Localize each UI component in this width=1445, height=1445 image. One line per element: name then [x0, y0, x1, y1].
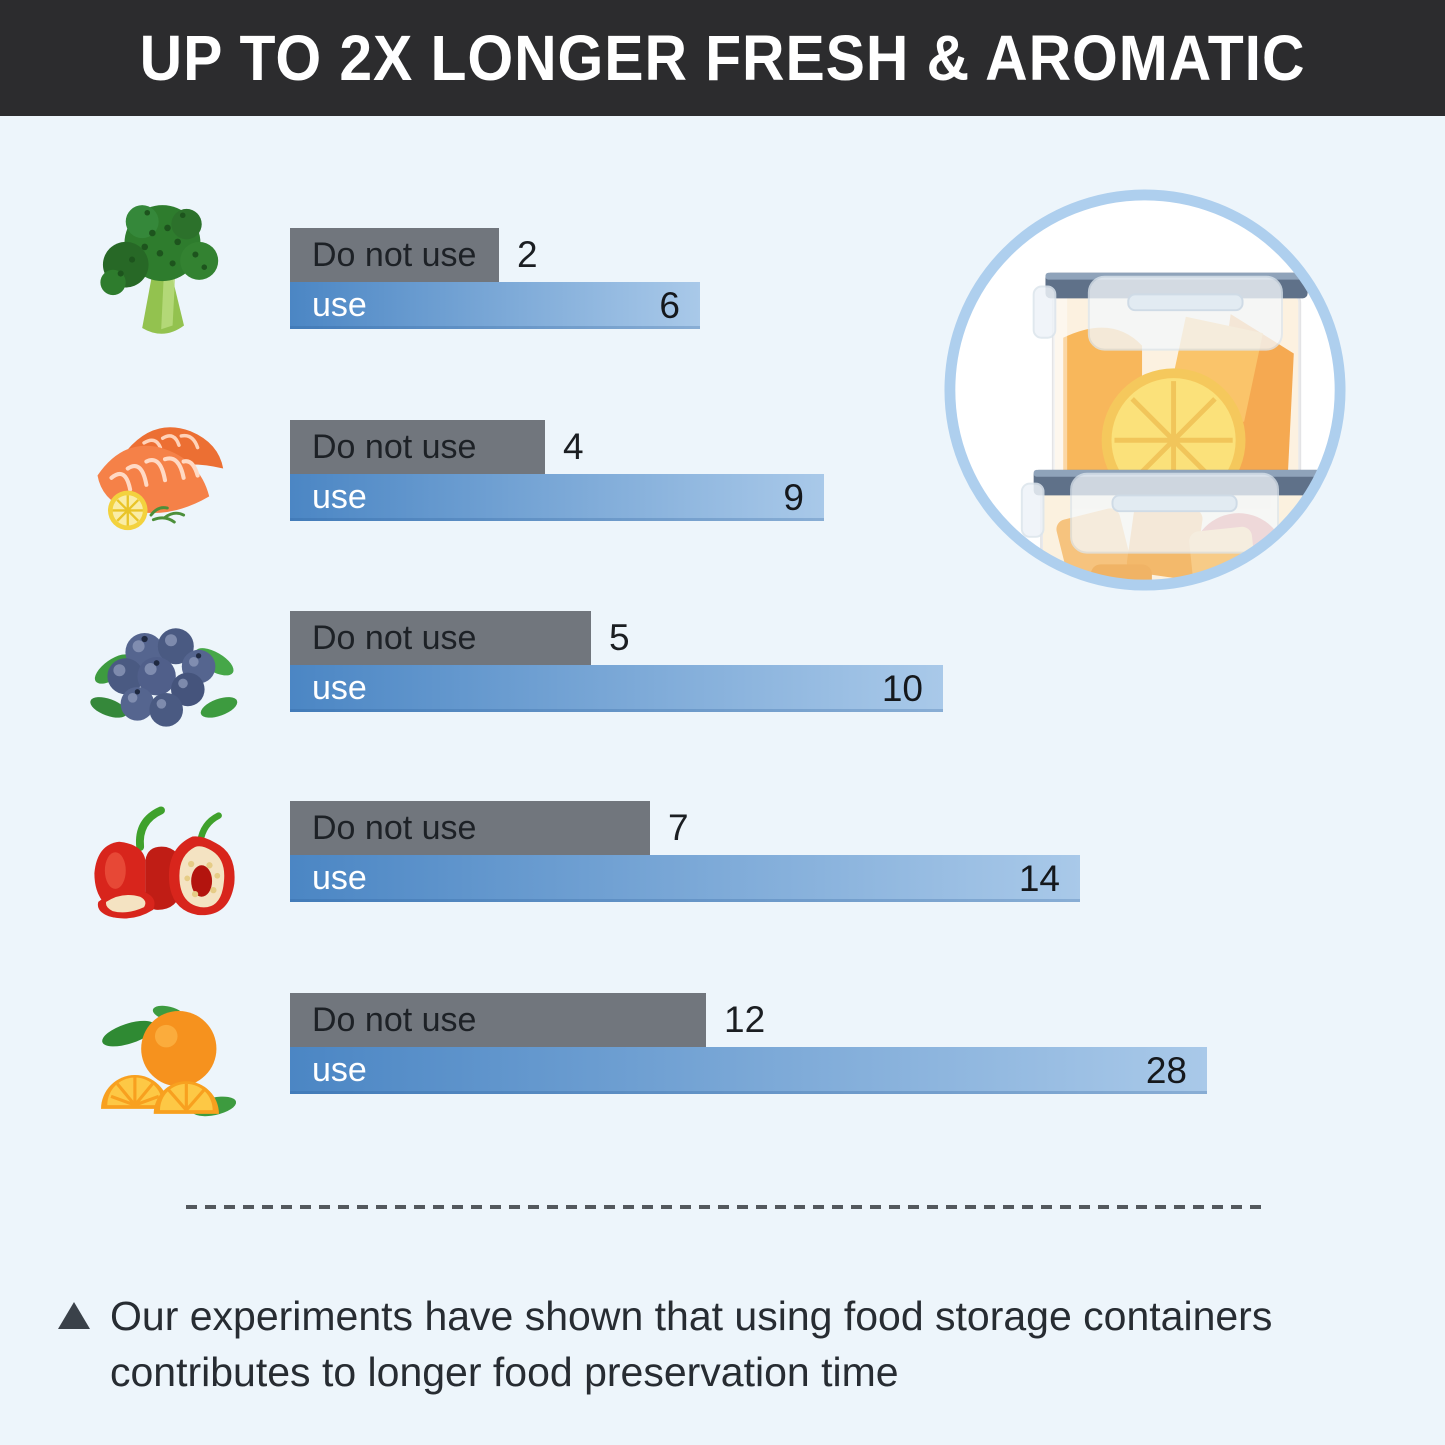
do-not-use-value: 2 [517, 234, 538, 275]
broccoli-image [80, 195, 250, 347]
food-row: Do not use 4 use 9 [0, 420, 1445, 531]
do-not-use-bar: Do not use [290, 611, 591, 665]
use-bar: use 10 [290, 665, 943, 712]
food-row: Do not use 5 use 10 [0, 611, 1445, 727]
use-label: use [312, 1051, 367, 1089]
use-label: use [312, 669, 367, 707]
do-not-use-bar: Do not use [290, 420, 545, 474]
do-not-use-bar: Do not use [290, 228, 499, 282]
use-value: 28 [1145, 1049, 1187, 1091]
do-not-use-value: 4 [563, 426, 584, 467]
do-not-use-value: 5 [609, 617, 630, 658]
blueberries-image [80, 609, 250, 741]
footnote-text: Our experiments have shown that using fo… [110, 1288, 1272, 1400]
do-not-use-label: Do not use [312, 427, 477, 466]
use-value: 14 [1018, 857, 1060, 899]
header-banner: UP TO 2X LONGER FRESH & AROMATIC [0, 0, 1445, 116]
do-not-use-value: 12 [724, 999, 766, 1040]
footnote-line: Our experiments have shown that using fo… [110, 1293, 1273, 1339]
use-bar: use 28 [290, 1047, 1207, 1094]
do-not-use-label: Do not use [312, 808, 477, 847]
salmon-image [80, 408, 250, 536]
use-label: use [312, 859, 367, 897]
triangle-bullet-icon [58, 1302, 90, 1329]
do-not-use-bar: Do not use [290, 993, 706, 1047]
page-title: UP TO 2X LONGER FRESH & AROMATIC [139, 22, 1306, 94]
containers-photo [943, 188, 1347, 592]
food-row: Do not use 2 use 6 [0, 205, 1445, 334]
food-row: Do not use 7 use 14 [0, 801, 1445, 919]
use-value: 9 [783, 476, 804, 518]
use-bar: use 14 [290, 855, 1080, 902]
use-label: use [312, 478, 367, 516]
do-not-use-label: Do not use [312, 235, 477, 274]
use-value: 6 [659, 284, 680, 326]
bell-pepper-image [80, 786, 250, 942]
use-bar: use 9 [290, 474, 824, 521]
do-not-use-label: Do not use [312, 618, 477, 657]
use-value: 10 [881, 667, 923, 709]
do-not-use-value: 7 [668, 807, 689, 848]
footnote: Our experiments have shown that using fo… [58, 1288, 1272, 1400]
food-row: Do not use 12 use 28 [0, 993, 1445, 1117]
footnote-line: contributes to longer food preservation … [110, 1349, 899, 1396]
dashed-divider [186, 1205, 1262, 1209]
orange-image [80, 996, 250, 1134]
use-bar: use 6 [290, 282, 700, 329]
do-not-use-bar: Do not use [290, 801, 650, 855]
do-not-use-label: Do not use [312, 1000, 477, 1039]
use-label: use [312, 286, 367, 324]
